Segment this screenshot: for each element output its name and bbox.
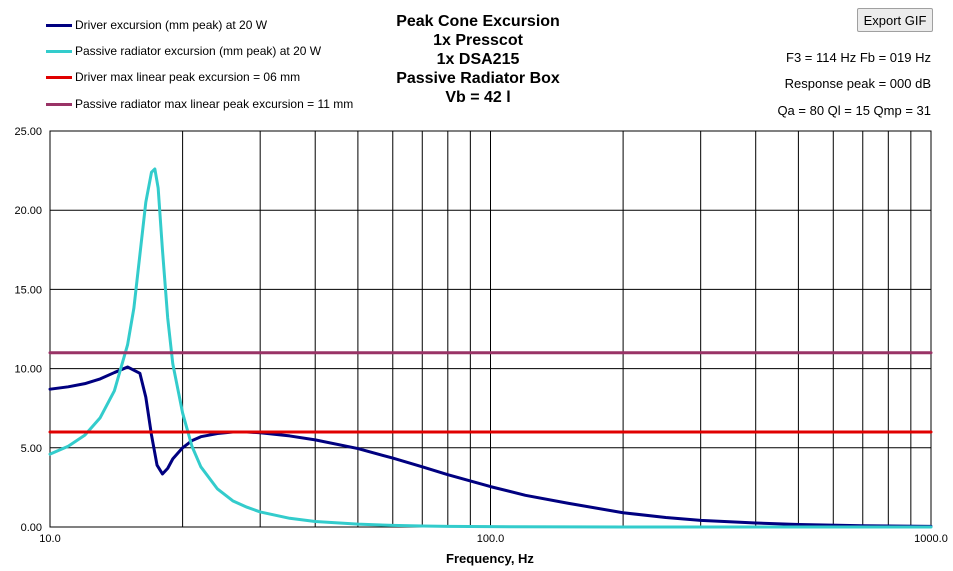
- legend-entry-driver-max-excursion: Driver max linear peak excursion = 06 mm: [46, 70, 300, 84]
- legend-label-passive-radiator-max-excursion: Passive radiator max linear peak excursi…: [75, 97, 354, 111]
- legend-entry-passive-radiator-excursion: Passive radiator excursion (mm peak) at …: [46, 44, 321, 58]
- legend-swatch-passive-radiator-excursion: [46, 49, 72, 53]
- f3-fb-readout: F3 = 114 Hz Fb = 019 Hz: [786, 50, 931, 65]
- passive-radiator-excursion-line: [48, 167, 933, 529]
- chart-title: Peak Cone Excursion 1x Presscot 1x DSA21…: [378, 12, 578, 107]
- export-gif-button[interactable]: Export GIF: [857, 8, 933, 32]
- legend-swatch-driver-excursion: [46, 23, 72, 27]
- chart-title-line-4: Passive Radiator Box: [396, 70, 560, 87]
- y-tick-label: 25.00: [14, 126, 42, 138]
- chart-title-line-1: Peak Cone Excursion: [396, 13, 560, 30]
- legend-label-driver-excursion: Driver excursion (mm peak) at 20 W: [75, 18, 268, 32]
- y-tick-label: 15.00: [14, 284, 42, 296]
- chart-title-line-5: Vb = 42 l: [445, 89, 511, 106]
- series-lines: [48, 167, 933, 529]
- legend-swatch-driver-max-excursion: [46, 75, 72, 79]
- grid-lines: [50, 131, 931, 527]
- x-tick-label: 10.0: [39, 533, 60, 545]
- chart-title-line-2: 1x Presscot: [433, 32, 523, 49]
- legend-label-driver-max-excursion: Driver max linear peak excursion = 06 mm: [75, 70, 301, 84]
- response-peak-readout: Response peak = 000 dB: [784, 76, 931, 91]
- legend-label-passive-radiator-excursion: Passive radiator excursion (mm peak) at …: [75, 44, 322, 58]
- chart-title-line-3: 1x DSA215: [436, 51, 520, 68]
- legend-entry-driver-excursion: Driver excursion (mm peak) at 20 W: [46, 18, 267, 32]
- q-values-readout: Qa = 80 Ql = 15 Qmp = 31: [777, 103, 931, 118]
- x-tick-labels: 10.0 100.0 1000.0: [39, 533, 948, 545]
- x-axis-title: Frequency, Hz: [446, 551, 534, 566]
- legend-entry-passive-radiator-max-excursion: Passive radiator max linear peak excursi…: [46, 97, 353, 111]
- y-tick-label: 0.00: [21, 522, 42, 534]
- y-tick-labels: 0.00 5.00 10.00 15.00 20.00 25.00: [14, 126, 42, 534]
- x-tick-label: 100.0: [477, 533, 505, 545]
- y-tick-label: 10.00: [14, 364, 42, 376]
- legend-swatch-passive-radiator-max-excursion: [46, 102, 72, 106]
- y-tick-label: 5.00: [21, 443, 42, 455]
- x-tick-label: 1000.0: [914, 533, 948, 545]
- y-tick-label: 20.00: [14, 205, 42, 217]
